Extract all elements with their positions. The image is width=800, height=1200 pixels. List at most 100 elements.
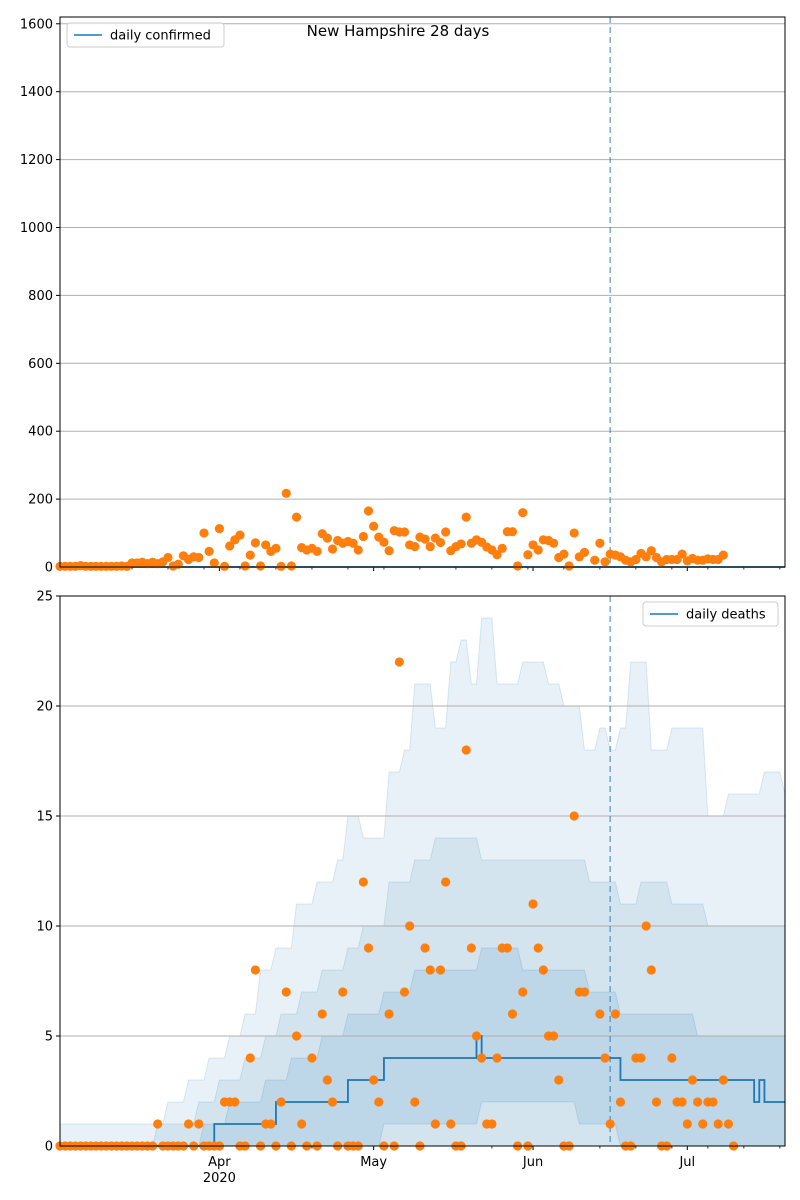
y-tick-label: 1600 [20, 17, 53, 32]
data-point [441, 877, 451, 887]
data-point [513, 561, 523, 571]
data-point [549, 1031, 559, 1041]
data-point [291, 1031, 302, 1041]
data-point [502, 943, 512, 953]
data-point [194, 1119, 204, 1129]
data-point [549, 538, 559, 548]
data-point [322, 1075, 332, 1085]
data-point [605, 1119, 615, 1129]
data-point [569, 811, 579, 821]
data-point [348, 538, 358, 548]
data-point [358, 877, 368, 887]
data-point [369, 521, 379, 531]
data-point [307, 1053, 317, 1063]
data-point [533, 545, 543, 555]
data-point [507, 527, 518, 537]
data-point [163, 552, 173, 563]
data-point [425, 542, 435, 552]
data-point [353, 545, 363, 555]
deaths-plot-area [60, 596, 785, 1146]
data-point [492, 550, 502, 560]
data-point [384, 1009, 394, 1019]
deaths-y-axis: 0 5 10 15 20 25 [36, 590, 60, 1155]
y-tick-label: 200 [28, 493, 53, 508]
data-point [590, 555, 600, 565]
deaths-frame [59, 595, 786, 1147]
data-point [194, 552, 204, 563]
data-point [682, 1119, 692, 1129]
data-point [435, 537, 446, 548]
y-tick-label: 10 [36, 920, 53, 935]
data-point [533, 943, 543, 953]
x-tick-label: Jun [522, 1155, 543, 1170]
data-point [651, 1097, 662, 1107]
data-point [399, 987, 410, 997]
confirmed-gridlines [60, 23, 785, 568]
data-point [384, 546, 394, 556]
y-tick-label: 0 [45, 1140, 53, 1155]
data-point [379, 537, 389, 547]
data-point [600, 1053, 610, 1063]
data-point [595, 538, 605, 548]
data-point [646, 546, 656, 556]
data-point [579, 547, 590, 558]
data-point [173, 559, 183, 569]
deaths-legend-label: daily deaths [686, 608, 766, 623]
data-point [271, 543, 281, 553]
data-point [492, 1053, 502, 1063]
data-point [291, 512, 302, 522]
data-point [718, 1075, 728, 1085]
data-point [471, 1031, 482, 1041]
data-point [723, 1119, 734, 1129]
data-point [363, 943, 374, 953]
data-point [394, 657, 404, 667]
data-point [240, 561, 250, 571]
data-point [369, 1075, 379, 1085]
data-point [261, 540, 271, 550]
data-point [667, 1053, 677, 1063]
y-tick-label: 25 [36, 590, 53, 605]
data-point [214, 524, 224, 534]
confirmed-legend-box [66, 22, 225, 48]
data-point [363, 506, 374, 516]
confirmed-frame [59, 16, 786, 568]
data-point [245, 1053, 255, 1063]
data-point [281, 488, 291, 498]
data-point [610, 1009, 620, 1019]
data-point [713, 1119, 723, 1129]
data-point [374, 1097, 384, 1107]
data-point [250, 965, 260, 975]
data-point [209, 558, 219, 568]
confirmed-legend: daily confirmed [66, 22, 225, 48]
data-point [677, 1097, 687, 1107]
y-tick-label: 400 [28, 425, 53, 440]
data-point [276, 1097, 286, 1107]
data-point [615, 1097, 626, 1107]
deaths-marks [55, 657, 785, 1151]
data-point [631, 554, 641, 565]
data-point [518, 508, 528, 518]
data-point [410, 542, 420, 552]
data-point [410, 1097, 420, 1107]
data-point [327, 1097, 338, 1107]
data-point [327, 544, 338, 554]
y-tick-label: 20 [36, 700, 53, 715]
data-point [286, 561, 296, 571]
data-point [518, 987, 528, 997]
y-tick-label: 5 [45, 1030, 53, 1045]
data-point [153, 1119, 163, 1129]
data-point [322, 533, 332, 543]
data-point [507, 1009, 518, 1019]
deaths-legend: daily deaths [642, 601, 779, 627]
confirmed-marks [55, 488, 785, 571]
data-point [600, 557, 610, 567]
data-point [230, 1097, 240, 1107]
data-point [235, 530, 245, 540]
data-point [281, 987, 291, 997]
y-tick-label: 0 [45, 561, 53, 576]
data-point [199, 528, 209, 538]
data-point [641, 552, 651, 562]
